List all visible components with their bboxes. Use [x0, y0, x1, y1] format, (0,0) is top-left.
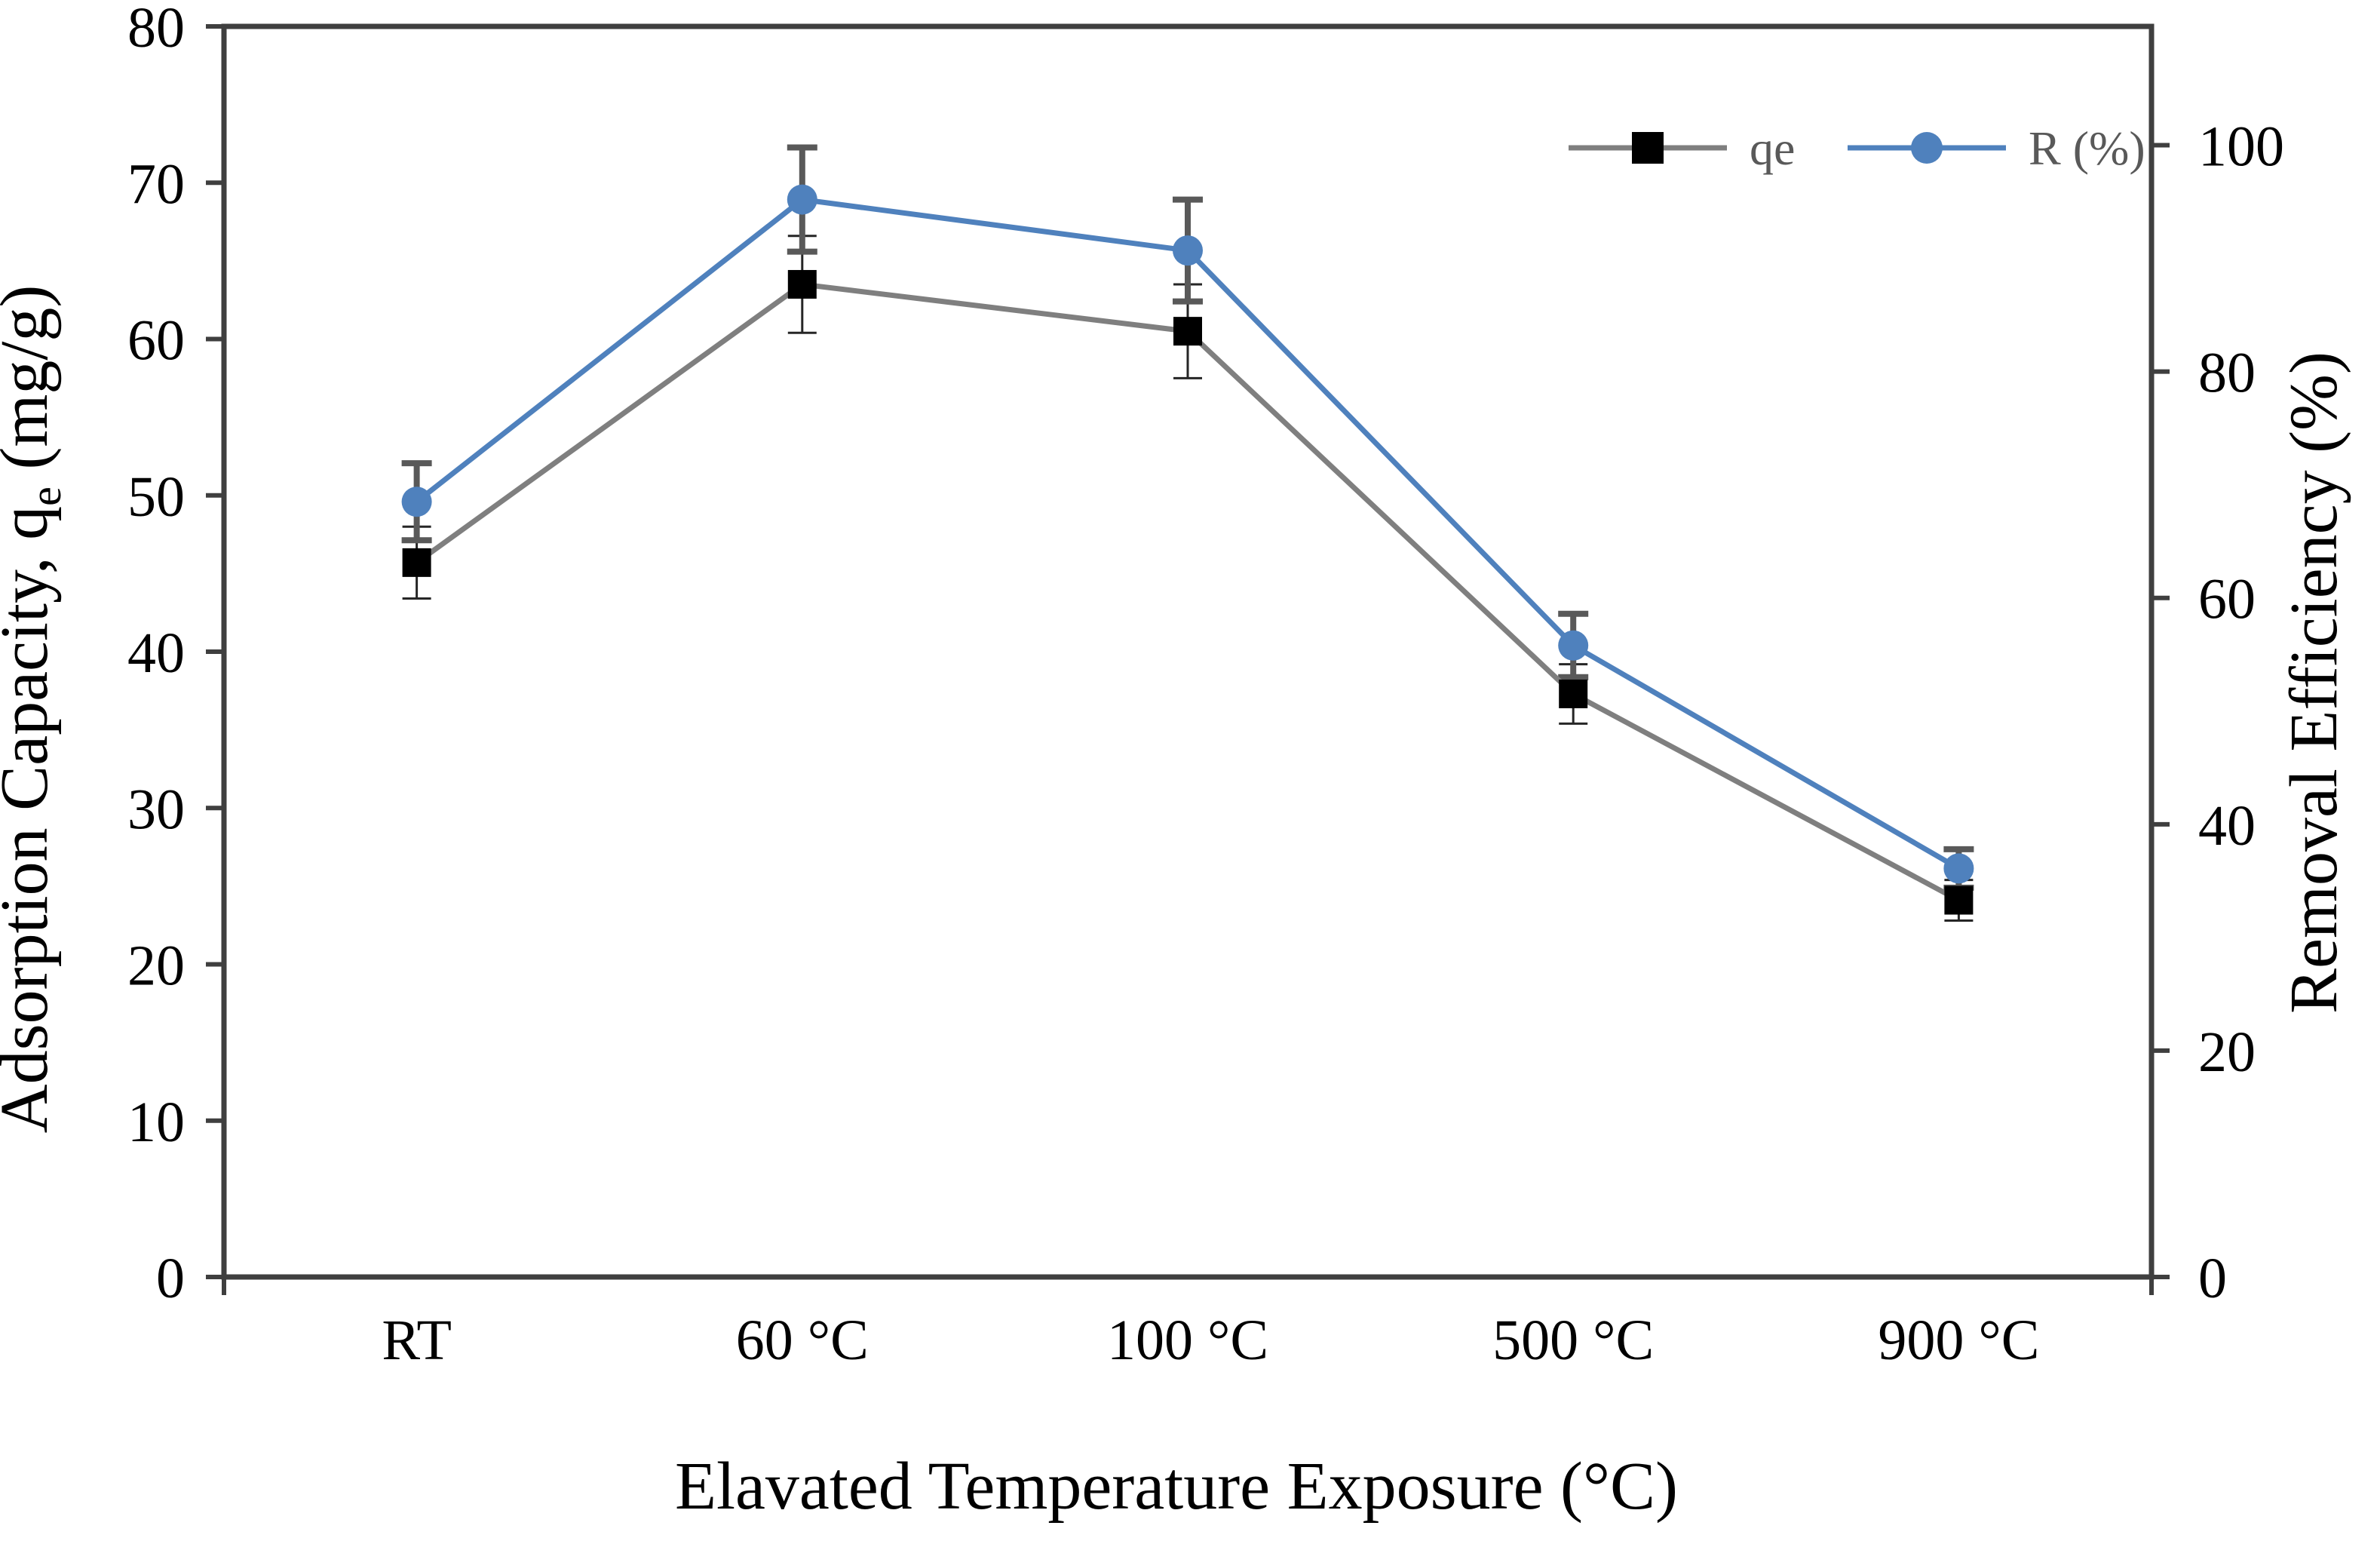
legend-label: R (%) [2029, 121, 2145, 175]
left-y-axis-tick-label: 0 [156, 1247, 185, 1310]
legend-item-qe: qe [1569, 121, 1795, 175]
legend-circle-marker-icon [1911, 132, 1943, 164]
left-y-axis-tick-label: 10 [127, 1091, 185, 1154]
x-category-label: 60 °C [736, 1309, 869, 1372]
r-marker [787, 184, 817, 215]
right-y-axis-tick-label: 80 [2198, 342, 2256, 405]
right-y-axis-tick-label: 20 [2198, 1021, 2256, 1084]
r-markers [401, 184, 1974, 884]
r-marker [1173, 235, 1203, 266]
right-y-axis-tick-label: 100 [2198, 115, 2284, 179]
x-axis-title: Elavated Temperature Exposure (°C) [675, 1449, 1678, 1524]
r-error-bars [401, 144, 1974, 891]
left-y-axis-tick-label: 50 [127, 465, 185, 529]
left-y-axis-tick-label: 20 [127, 935, 185, 998]
left-y-axis-tick-label: 70 [127, 152, 185, 216]
r-marker [401, 487, 432, 517]
legend: qe R (%) [1569, 121, 2145, 175]
left-y-axis-tick-label: 30 [127, 778, 185, 841]
x-category-label: RT [382, 1309, 452, 1372]
right-y-axis-tick-label: 60 [2198, 568, 2256, 631]
left-y-axis-tick-label: 60 [127, 309, 185, 373]
legend-item-r: R (%) [1848, 121, 2145, 175]
left-y-axis-title: Adsorption Capacity, qe (mg/g) [0, 285, 70, 1134]
plot-area: 0 10 20 30 40 50 60 70 80 0 20 40 60 80 100 RT 60 °C 100 … [0, 0, 2284, 1372]
legend-square-marker-icon [1632, 132, 1664, 164]
qe-marker [402, 548, 431, 577]
right-y-axis-tick-label: 0 [2198, 1247, 2227, 1310]
legend-label: qe [1750, 121, 1795, 175]
x-category-label: 100 °C [1107, 1309, 1268, 1372]
qe-marker [787, 269, 817, 299]
r-marker [1558, 630, 1589, 661]
x-category-label: 500 °C [1492, 1309, 1654, 1372]
qe-marker [1559, 679, 1588, 708]
left-y-axis-tick-label: 40 [127, 622, 185, 685]
qe-marker [1944, 886, 1974, 915]
right-y-axis-tick-label: 40 [2198, 794, 2256, 858]
r-marker [1943, 853, 1974, 884]
qe-marker [1173, 317, 1202, 346]
x-category-label: 900 °C [1878, 1309, 2039, 1372]
qe-markers [402, 269, 1974, 915]
left-y-axis-tick-label: 80 [127, 0, 185, 60]
right-y-axis-title: Removal Efficiency (%) [2277, 351, 2351, 1014]
